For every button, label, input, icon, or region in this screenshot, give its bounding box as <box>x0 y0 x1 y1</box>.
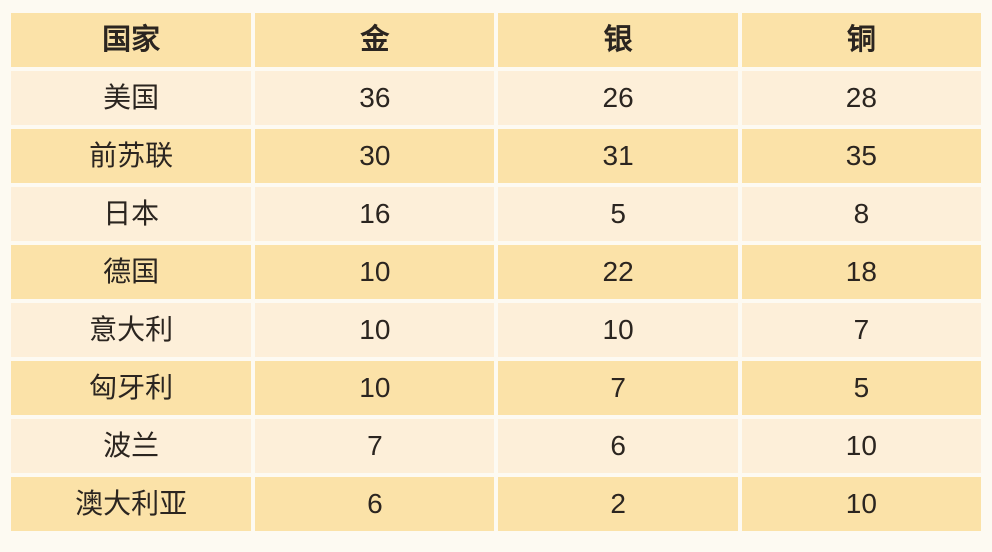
cell-gold: 6 <box>255 477 495 531</box>
medal-count-table: 国家 金 银 铜 美国 36 26 28 前苏联 30 31 35 日本 16 <box>7 9 985 535</box>
cell-gold: 7 <box>255 419 495 473</box>
cell-silver: 7 <box>498 361 738 415</box>
cell-gold: 10 <box>255 303 495 357</box>
cell-silver: 26 <box>498 71 738 125</box>
cell-country: 美国 <box>11 71 252 125</box>
cell-gold: 16 <box>255 187 495 241</box>
table-body: 美国 36 26 28 前苏联 30 31 35 日本 16 5 8 德国 10… <box>11 71 981 531</box>
column-header-country: 国家 <box>11 13 252 67</box>
cell-bronze: 8 <box>741 187 981 241</box>
cell-gold: 10 <box>255 245 495 299</box>
cell-bronze: 18 <box>741 245 981 299</box>
cell-country: 前苏联 <box>11 129 252 183</box>
cell-bronze: 7 <box>741 303 981 357</box>
cell-country: 匈牙利 <box>11 361 252 415</box>
cell-silver: 31 <box>498 129 738 183</box>
table-row: 日本 16 5 8 <box>11 187 981 241</box>
cell-silver: 6 <box>498 419 738 473</box>
cell-country: 德国 <box>11 245 252 299</box>
cell-silver: 10 <box>498 303 738 357</box>
cell-bronze: 10 <box>741 419 981 473</box>
cell-gold: 36 <box>255 71 495 125</box>
table-row: 美国 36 26 28 <box>11 71 981 125</box>
cell-country: 澳大利亚 <box>11 477 252 531</box>
cell-silver: 5 <box>498 187 738 241</box>
column-header-silver: 银 <box>498 13 738 67</box>
table-row: 匈牙利 10 7 5 <box>11 361 981 415</box>
table-row: 前苏联 30 31 35 <box>11 129 981 183</box>
cell-gold: 10 <box>255 361 495 415</box>
table-row: 澳大利亚 6 2 10 <box>11 477 981 531</box>
cell-country: 波兰 <box>11 419 252 473</box>
table-header: 国家 金 银 铜 <box>11 13 981 67</box>
column-header-gold: 金 <box>255 13 495 67</box>
cell-bronze: 10 <box>741 477 981 531</box>
cell-bronze: 35 <box>741 129 981 183</box>
table-header-row: 国家 金 银 铜 <box>11 13 981 67</box>
table-row: 波兰 7 6 10 <box>11 419 981 473</box>
column-header-bronze: 铜 <box>741 13 981 67</box>
cell-country: 日本 <box>11 187 252 241</box>
cell-bronze: 5 <box>741 361 981 415</box>
cell-silver: 22 <box>498 245 738 299</box>
table-row: 意大利 10 10 7 <box>11 303 981 357</box>
cell-country: 意大利 <box>11 303 252 357</box>
cell-bronze: 28 <box>741 71 981 125</box>
table-row: 德国 10 22 18 <box>11 245 981 299</box>
cell-silver: 2 <box>498 477 738 531</box>
cell-gold: 30 <box>255 129 495 183</box>
